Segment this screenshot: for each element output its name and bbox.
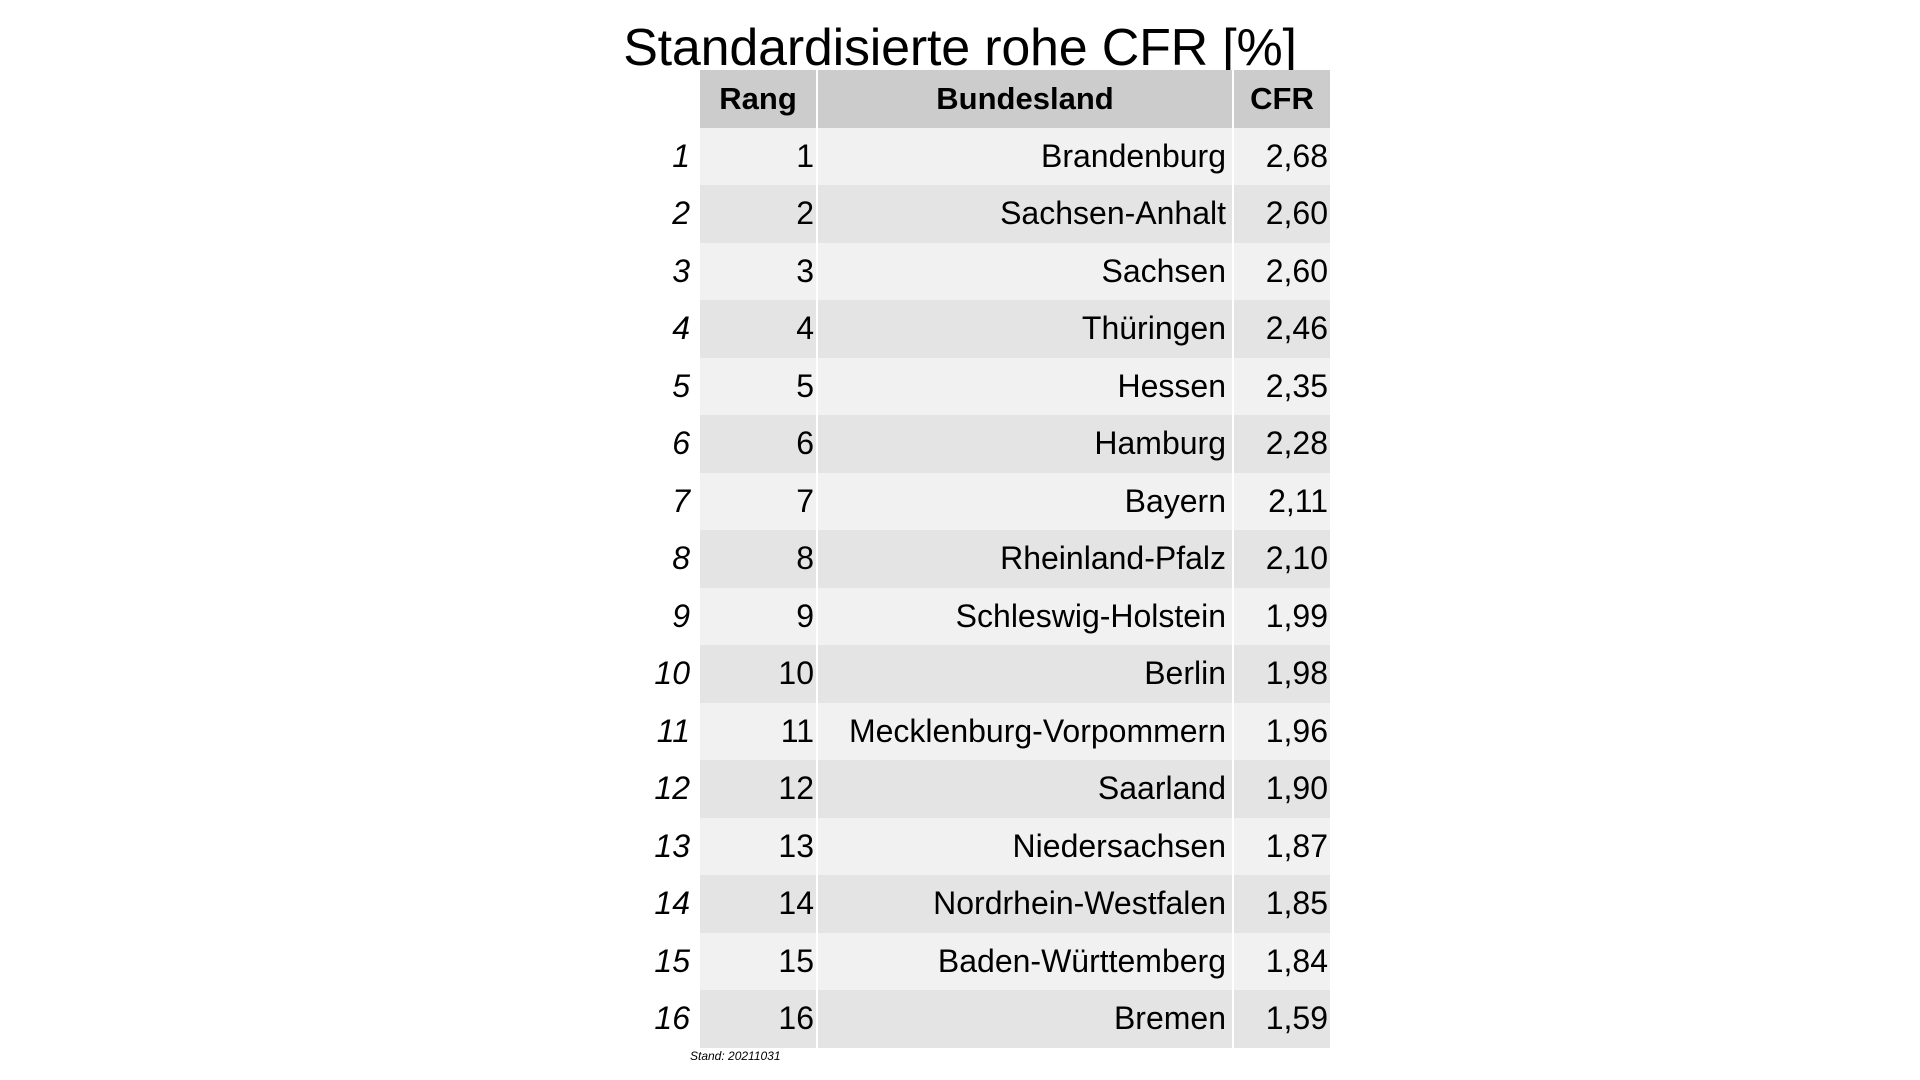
rank-cell: 14 [700, 875, 818, 933]
cfr-table-container: Rang Bundesland CFR 1 1 Brandenburg 2,68 2 2 S… [644, 70, 1330, 1048]
state-cell: Baden-Württemberg [818, 932, 1234, 990]
rank-cell: 1 [700, 127, 818, 185]
rank-cell: 13 [700, 817, 818, 875]
row-index: 4 [644, 300, 700, 358]
rank-cell: 9 [700, 587, 818, 645]
rank-cell: 16 [700, 990, 818, 1048]
cfr-cell: 1,90 [1234, 760, 1330, 818]
row-index: 9 [644, 587, 700, 645]
row-index: 13 [644, 817, 700, 875]
table-row: 13 13 Niedersachsen 1,87 [644, 817, 1330, 875]
table-body: 1 1 Brandenburg 2,68 2 2 Sachsen-Anhalt 2,60 3 3 S… [644, 127, 1330, 1048]
table-row: 15 15 Baden-Württemberg 1,84 [644, 932, 1330, 990]
row-index: 10 [644, 645, 700, 703]
table-row: 14 14 Nordrhein-Westfalen 1,85 [644, 875, 1330, 933]
row-index: 1 [644, 127, 700, 185]
table-row: 10 10 Berlin 1,98 [644, 645, 1330, 703]
column-header-bundesland: Bundesland [818, 70, 1234, 128]
state-cell: Hamburg [818, 415, 1234, 473]
table-row: 12 12 Saarland 1,90 [644, 760, 1330, 818]
table-row: 9 9 Schleswig-Holstein 1,99 [644, 587, 1330, 645]
state-cell: Sachsen [818, 242, 1234, 300]
state-cell: Bremen [818, 990, 1234, 1048]
cfr-cell: 1,98 [1234, 645, 1330, 703]
table-row: 7 7 Bayern 2,11 [644, 472, 1330, 530]
cfr-table: Rang Bundesland CFR 1 1 Brandenburg 2,68 2 2 S… [644, 70, 1330, 1048]
table-row: 1 1 Brandenburg 2,68 [644, 127, 1330, 185]
rank-cell: 15 [700, 932, 818, 990]
rank-cell: 4 [700, 300, 818, 358]
row-index: 8 [644, 530, 700, 588]
row-index: 7 [644, 472, 700, 530]
table-row: 6 6 Hamburg 2,28 [644, 415, 1330, 473]
row-index: 16 [644, 990, 700, 1048]
row-index: 3 [644, 242, 700, 300]
rank-cell: 11 [700, 702, 818, 760]
state-cell: Niedersachsen [818, 817, 1234, 875]
cfr-cell: 1,96 [1234, 702, 1330, 760]
footnote: Stand: 20211031 [690, 1049, 781, 1063]
rank-cell: 3 [700, 242, 818, 300]
state-cell: Rheinland-Pfalz [818, 530, 1234, 588]
table-row: 5 5 Hessen 2,35 [644, 357, 1330, 415]
cfr-cell: 1,99 [1234, 587, 1330, 645]
state-cell: Bayern [818, 472, 1234, 530]
row-index: 15 [644, 932, 700, 990]
cfr-cell: 2,35 [1234, 357, 1330, 415]
rank-cell: 7 [700, 472, 818, 530]
column-header-rang: Rang [700, 70, 818, 128]
cfr-cell: 2,60 [1234, 242, 1330, 300]
column-header-cfr: CFR [1234, 70, 1330, 128]
cfr-cell: 2,11 [1234, 472, 1330, 530]
table-row: 4 4 Thüringen 2,46 [644, 300, 1330, 358]
cfr-cell: 1,84 [1234, 932, 1330, 990]
state-cell: Sachsen-Anhalt [818, 185, 1234, 243]
chart-title: Standardisierte rohe CFR [%] [623, 19, 1297, 77]
rank-cell: 12 [700, 760, 818, 818]
index-column-header [644, 70, 700, 128]
cfr-cell: 2,60 [1234, 185, 1330, 243]
rank-cell: 5 [700, 357, 818, 415]
rank-cell: 6 [700, 415, 818, 473]
table-row: 3 3 Sachsen 2,60 [644, 242, 1330, 300]
state-cell: Saarland [818, 760, 1234, 818]
state-cell: Thüringen [818, 300, 1234, 358]
cfr-cell: 1,85 [1234, 875, 1330, 933]
state-cell: Brandenburg [818, 127, 1234, 185]
table-row: 2 2 Sachsen-Anhalt 2,60 [644, 185, 1330, 243]
row-index: 5 [644, 357, 700, 415]
cfr-cell: 1,87 [1234, 817, 1330, 875]
state-cell: Nordrhein-Westfalen [818, 875, 1234, 933]
rank-cell: 10 [700, 645, 818, 703]
row-index: 2 [644, 185, 700, 243]
cfr-cell: 1,59 [1234, 990, 1330, 1048]
table-row: 11 11 Mecklenburg-Vorpommern 1,96 [644, 702, 1330, 760]
table-header: Rang Bundesland CFR [644, 70, 1330, 128]
cfr-cell: 2,10 [1234, 530, 1330, 588]
state-cell: Schleswig-Holstein [818, 587, 1234, 645]
rank-cell: 2 [700, 185, 818, 243]
cfr-cell: 2,28 [1234, 415, 1330, 473]
rank-cell: 8 [700, 530, 818, 588]
row-index: 12 [644, 760, 700, 818]
table-row: 16 16 Bremen 1,59 [644, 990, 1330, 1048]
state-cell: Hessen [818, 357, 1234, 415]
state-cell: Mecklenburg-Vorpommern [818, 702, 1234, 760]
row-index: 6 [644, 415, 700, 473]
cfr-cell: 2,46 [1234, 300, 1330, 358]
cfr-cell: 2,68 [1234, 127, 1330, 185]
header-row: Rang Bundesland CFR [644, 70, 1330, 128]
table-row: 8 8 Rheinland-Pfalz 2,10 [644, 530, 1330, 588]
state-cell: Berlin [818, 645, 1234, 703]
row-index: 11 [644, 702, 700, 760]
row-index: 14 [644, 875, 700, 933]
